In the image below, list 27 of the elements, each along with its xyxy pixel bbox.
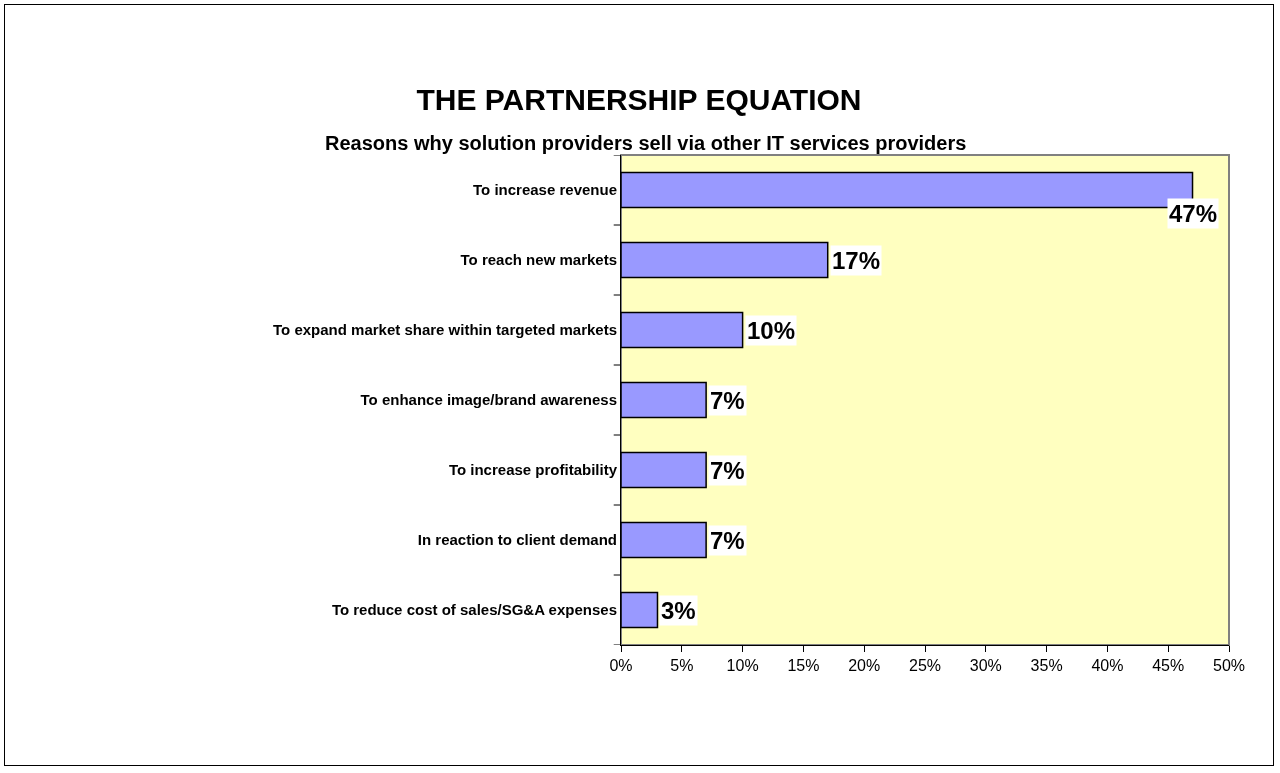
x-tick-label: 0%	[609, 657, 633, 675]
data-label: 7%	[710, 457, 745, 484]
x-tick-label: 15%	[787, 657, 820, 675]
x-tick-label: 5%	[670, 657, 694, 675]
y-tick-label: To expand market share within targeted markets	[273, 321, 617, 339]
x-tick-label: 50%	[1212, 657, 1246, 675]
x-tick-label: 25%	[908, 657, 942, 675]
y-tick-label: To reach new markets	[460, 251, 617, 269]
x-tick-label: 40%	[1091, 657, 1124, 675]
x-tick-label: 35%	[1030, 657, 1063, 675]
chart-title: THE PARTNERSHIP EQUATION	[416, 83, 862, 117]
y-tick-label: To reduce cost of sales/SG&A expenses	[331, 601, 617, 619]
data-label: 7%	[710, 387, 745, 414]
data-label: 17%	[832, 247, 881, 274]
y-tick-label: To increase profitability	[448, 461, 618, 479]
y-tick-label: To increase revenue	[473, 181, 617, 199]
y-tick-label: To enhance image/brand awareness	[360, 391, 617, 409]
data-label: 7%	[710, 527, 745, 554]
data-label: 3%	[661, 597, 696, 624]
data-label: 47%	[1169, 200, 1218, 227]
data-label: 10%	[747, 317, 796, 344]
x-tick-label: 30%	[969, 657, 1002, 675]
x-tick-label: 20%	[848, 657, 881, 675]
x-tick-label: 45%	[1152, 657, 1185, 675]
chart-subtitle: Reasons why solution providers sell via other IT services providers	[325, 132, 967, 154]
x-tick-label: 10%	[726, 657, 759, 675]
y-tick-label: In reaction to client demand	[417, 531, 617, 549]
